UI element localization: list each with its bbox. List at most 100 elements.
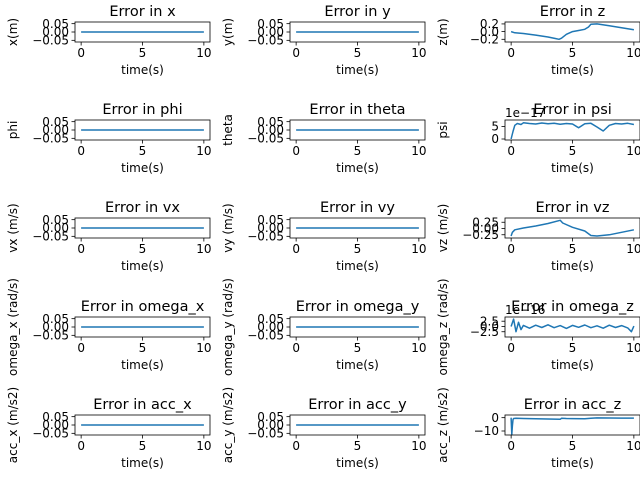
subplot-title: Error in x bbox=[109, 4, 176, 20]
y-axis-label: vz (m/s) bbox=[436, 204, 450, 253]
x-tick-label: 0 bbox=[77, 341, 85, 355]
x-tick-label: 5 bbox=[354, 341, 362, 355]
x-tick-label: 10 bbox=[196, 341, 211, 355]
x-axis-label: time(s) bbox=[551, 456, 594, 470]
y-tick-label: 0.00 bbox=[257, 25, 284, 39]
subplot-11: 0 5 10 2.50.0−2.5 Error in omega_z time(s) ome… bbox=[436, 278, 640, 376]
x-tick-label: 0 bbox=[292, 341, 300, 355]
subplot-title: Error in omega_y bbox=[296, 299, 420, 315]
x-tick-label: 5 bbox=[569, 242, 577, 256]
subplot-title: Error in acc_x bbox=[93, 397, 192, 413]
series-line-0 bbox=[510, 23, 635, 41]
series-line-0 bbox=[510, 122, 635, 140]
x-tick-label: 10 bbox=[626, 46, 640, 60]
subplot-9: 0 5 10 0.050.00−0.05 Error in omega_x time(s)… bbox=[6, 278, 212, 376]
y-axis-label: vx (m/s) bbox=[6, 203, 20, 252]
y-axis-label: phi bbox=[6, 121, 20, 140]
y-axis-label: x(m) bbox=[6, 18, 20, 46]
y-tick-label: −0.05 bbox=[32, 329, 69, 343]
x-tick-label: 0 bbox=[292, 242, 300, 256]
x-tick-label: 10 bbox=[411, 46, 426, 60]
subplot-3: 0 5 10 0.050.00−0.05 Error in phi time(s) phi bbox=[6, 102, 212, 175]
subplot-title: Error in phi bbox=[102, 102, 182, 118]
y-tick-label: 0.05 bbox=[257, 410, 284, 424]
x-axis-label: time(s) bbox=[121, 259, 164, 273]
subplot-1: 0 5 10 0.050.00−0.05 Error in y time(s) y(m) bbox=[221, 4, 427, 77]
subplot-12: 0 5 10 0.050.00−0.05 Error in acc_x time(s) ac… bbox=[6, 387, 212, 470]
x-tick-label: 10 bbox=[626, 144, 640, 158]
x-tick-label: 5 bbox=[569, 144, 577, 158]
subplot-title: Error in vx bbox=[105, 200, 180, 216]
x-axis-label: time(s) bbox=[121, 63, 164, 77]
subplot-13: 0 5 10 0.050.00−0.05 Error in acc_y time(s) ac… bbox=[221, 387, 427, 470]
y-tick-label: 0.05 bbox=[42, 312, 69, 326]
y-axis-label: acc_z (m/s2) bbox=[436, 387, 450, 463]
x-tick-label: 0 bbox=[77, 439, 85, 453]
x-tick-label: 5 bbox=[569, 439, 577, 453]
y-tick-label: 5 bbox=[491, 120, 499, 134]
x-tick-label: 0 bbox=[507, 341, 515, 355]
x-tick-label: 0 bbox=[292, 439, 300, 453]
y-tick-label: 0.00 bbox=[42, 25, 69, 39]
y-tick-label: 0 bbox=[491, 411, 499, 425]
x-axis-label: time(s) bbox=[551, 63, 594, 77]
x-tick-label: 10 bbox=[411, 242, 426, 256]
y-tick-label: 0.05 bbox=[42, 213, 69, 227]
x-tick-label: 10 bbox=[196, 144, 211, 158]
x-tick-label: 10 bbox=[196, 242, 211, 256]
subplot-6: 0 5 10 0.050.00−0.05 Error in vx time(s) vx (m… bbox=[6, 200, 212, 273]
y-tick-label: 0.00 bbox=[257, 418, 284, 432]
y-tick-label: 0.0 bbox=[480, 25, 499, 39]
x-tick-label: 10 bbox=[196, 46, 211, 60]
subplot-7: 0 5 10 0.050.00−0.05 Error in vy time(s) vy (m… bbox=[221, 200, 427, 273]
x-tick-label: 5 bbox=[354, 144, 362, 158]
y-tick-label: −2.5 bbox=[470, 325, 499, 339]
y-tick-label: −0.05 bbox=[32, 230, 69, 244]
y-axis-label: y(m) bbox=[221, 18, 235, 46]
x-axis-label: time(s) bbox=[551, 259, 594, 273]
x-tick-label: 0 bbox=[507, 439, 515, 453]
y-tick-label: 0.00 bbox=[257, 221, 284, 235]
y-tick-label: 0.00 bbox=[42, 320, 69, 334]
y-axis-label: omega_y (rad/s) bbox=[221, 278, 235, 376]
x-tick-label: 5 bbox=[569, 46, 577, 60]
y-axis-label: acc_y (m/s2) bbox=[221, 387, 235, 463]
x-tick-label: 5 bbox=[139, 46, 147, 60]
y-tick-label: −0.25 bbox=[462, 228, 499, 242]
subplot-2: 0 5 10 0.20.0−0.2 Error in z time(s) z(m) bbox=[436, 4, 640, 77]
x-tick-label: 5 bbox=[354, 439, 362, 453]
x-tick-label: 5 bbox=[354, 242, 362, 256]
x-axis-label: time(s) bbox=[336, 358, 379, 372]
y-tick-label: 0.00 bbox=[257, 123, 284, 137]
y-axis-label: omega_x (rad/s) bbox=[6, 278, 20, 376]
y-tick-label: −0.2 bbox=[470, 33, 499, 47]
y-tick-label: 2.5 bbox=[480, 314, 499, 328]
y-tick-label: 0.00 bbox=[42, 123, 69, 137]
y-axis-label: z(m) bbox=[436, 18, 450, 45]
x-tick-label: 0 bbox=[507, 242, 515, 256]
x-tick-label: 0 bbox=[507, 144, 515, 158]
y-axis-label: vy (m/s) bbox=[221, 203, 235, 252]
x-tick-label: 10 bbox=[411, 144, 426, 158]
y-tick-label: 0.05 bbox=[257, 17, 284, 31]
y-tick-label: 0.05 bbox=[257, 312, 284, 326]
subplot-title: Error in acc_z bbox=[524, 397, 621, 413]
x-tick-label: 5 bbox=[569, 341, 577, 355]
y-tick-label: 0.05 bbox=[257, 115, 284, 129]
x-tick-label: 10 bbox=[196, 439, 211, 453]
x-axis-label: time(s) bbox=[551, 161, 594, 175]
x-tick-label: 10 bbox=[411, 341, 426, 355]
x-tick-label: 0 bbox=[77, 242, 85, 256]
subplot-title: Error in psi bbox=[533, 102, 612, 118]
y-tick-label: 0.0 bbox=[480, 320, 499, 334]
x-tick-label: 5 bbox=[139, 341, 147, 355]
x-axis-label: time(s) bbox=[336, 63, 379, 77]
y-tick-label: −0.05 bbox=[32, 427, 69, 441]
x-tick-label: 0 bbox=[507, 46, 515, 60]
y-tick-label: 0.05 bbox=[257, 213, 284, 227]
y-tick-label: −0.05 bbox=[247, 132, 284, 146]
x-tick-label: 5 bbox=[354, 46, 362, 60]
y-tick-label: −10 bbox=[474, 424, 499, 438]
